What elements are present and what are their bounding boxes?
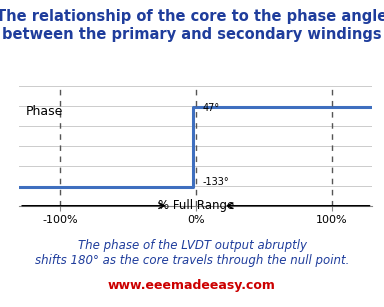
Text: % Full Range: % Full Range	[158, 199, 234, 212]
Text: -133°: -133°	[203, 177, 229, 187]
Text: The relationship of the core to the phase angle
between the primary and secondar: The relationship of the core to the phas…	[0, 9, 384, 42]
Text: Phase: Phase	[26, 105, 63, 118]
Text: The phase of the LVDT output abruptly
shifts 180° as the core travels through th: The phase of the LVDT output abruptly sh…	[35, 239, 349, 267]
Text: 47°: 47°	[203, 103, 220, 113]
Text: www.eeemadeeasy.com: www.eeemadeeasy.com	[108, 279, 276, 292]
